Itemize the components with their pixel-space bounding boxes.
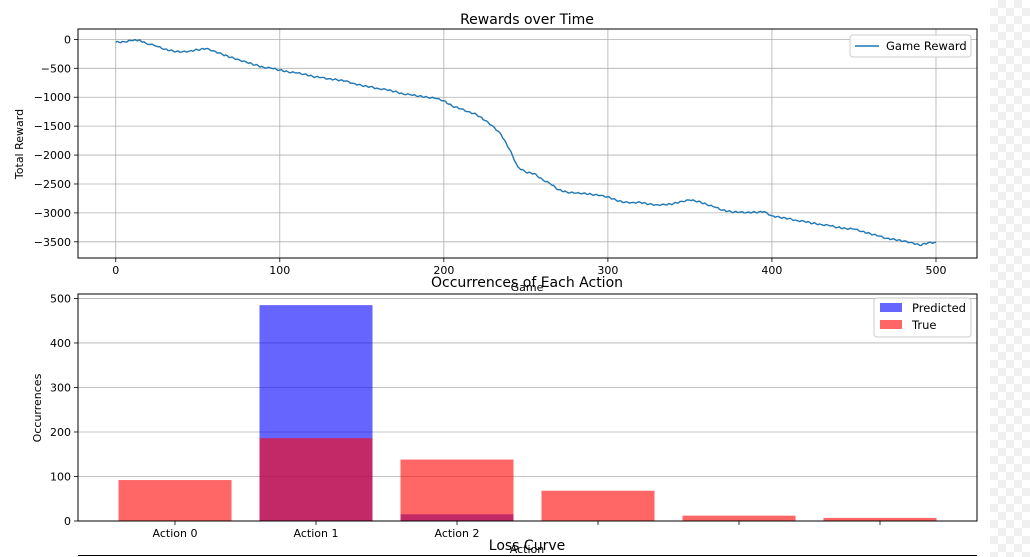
legend-swatch-predicted xyxy=(880,303,902,312)
rewards-xtick-label: 100 xyxy=(269,264,290,277)
rewards-ytick-label: −2500 xyxy=(34,178,71,191)
rewards-axes-frame xyxy=(77,28,978,259)
rewards-legend-box xyxy=(849,34,972,58)
legend-label-game-reward: Game Reward xyxy=(886,39,967,53)
actions-xtick-label: Action 2 xyxy=(435,527,480,540)
transparent-background xyxy=(990,0,1030,557)
loss-chart-title: Loss Curve xyxy=(489,538,565,554)
rewards-legend: Game Reward xyxy=(849,34,972,58)
rewards-ytick-label: 0 xyxy=(64,33,71,46)
rewards-ytick-label: −2000 xyxy=(34,149,71,162)
rewards-ytick-label: −1000 xyxy=(34,91,71,104)
rewards-xlabel: Game xyxy=(511,281,544,294)
rewards-series xyxy=(115,38,936,247)
rewards-xtick-label: 200 xyxy=(433,264,454,277)
actions-ticks: 0 100 200 300 400 500 Action 0 Action 1 Action 2 xyxy=(50,292,881,540)
rewards-ticks: 0 100 200 300 400 500 0 −500 −1000 −1500 −2000 −250… xyxy=(34,33,947,277)
rewards-ytick-label: −3000 xyxy=(34,207,71,220)
rewards-ylabel: Total Reward xyxy=(13,109,26,180)
actions-chart-title: Occurrences of Each Action xyxy=(431,275,623,291)
bar-true-2 xyxy=(400,459,514,521)
actions-xlabel: Action xyxy=(510,543,544,556)
legend-label-predicted: Predicted xyxy=(912,301,966,315)
bar-true-0 xyxy=(118,480,232,521)
actions-ylabel: Occurrences xyxy=(31,373,44,442)
actions-ytick-label: 500 xyxy=(50,292,71,305)
rewards-ytick-label: −1500 xyxy=(34,120,71,133)
rewards-xtick-label: 400 xyxy=(761,264,782,277)
actions-ytick-label: 100 xyxy=(50,470,71,483)
bar-true-3 xyxy=(541,490,655,521)
rewards-chart-title: Rewards over Time xyxy=(460,12,594,28)
actions-xtick-label: Action 1 xyxy=(294,527,339,540)
actions-ytick-label: 200 xyxy=(50,426,71,439)
legend-label-true: True xyxy=(911,318,936,332)
bar-true-4 xyxy=(682,515,796,521)
rewards-xtick-label: 500 xyxy=(925,264,946,277)
rewards-xtick-label: 0 xyxy=(112,264,119,277)
rewards-grid xyxy=(78,29,977,258)
rewards-ytick-label: −3500 xyxy=(34,236,71,249)
rewards-xtick-label: 300 xyxy=(597,264,618,277)
actions-chart: 0 100 200 300 400 500 Action 0 Action 1 Action 2… xyxy=(31,275,978,556)
actions-bars xyxy=(118,305,937,521)
actions-axes-frame xyxy=(77,293,978,522)
actions-xtick-label: Action 0 xyxy=(153,527,198,540)
rewards-ytick-label: −500 xyxy=(41,62,71,75)
loss-chart: Loss Curve xyxy=(78,538,977,556)
actions-ytick-label: 400 xyxy=(50,337,71,350)
legend-swatch-true xyxy=(880,320,902,329)
actions-legend: Predicted True xyxy=(873,297,972,338)
actions-ytick-label: 0 xyxy=(64,515,71,528)
bar-true-5 xyxy=(823,517,937,521)
bar-true-1 xyxy=(259,438,373,521)
rewards-line-game-reward xyxy=(115,38,936,247)
actions-ytick-label: 300 xyxy=(50,381,71,394)
rewards-chart: Rewards over Time 0 100 200 300 400 500 0 −500 −… xyxy=(13,12,978,294)
